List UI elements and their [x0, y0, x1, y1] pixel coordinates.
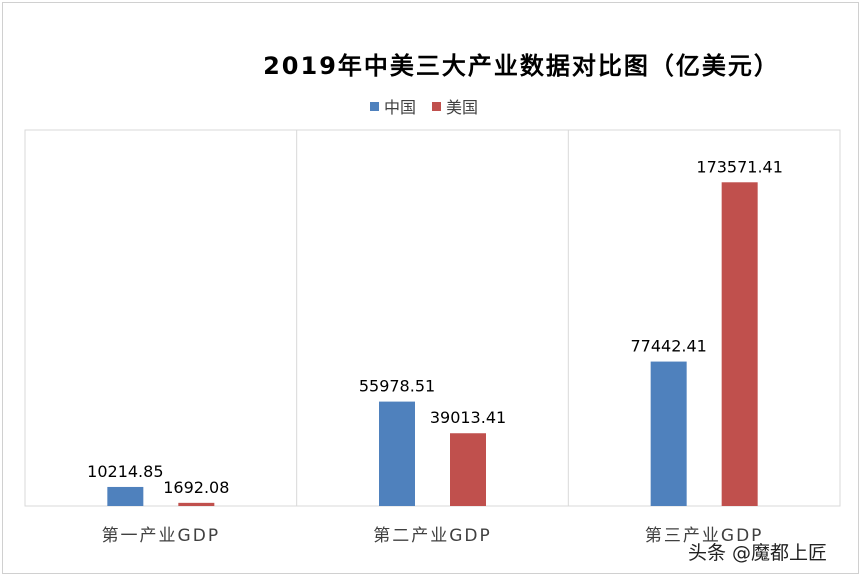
- legend: 中国 美国: [370, 94, 478, 118]
- legend-label: 中国: [384, 98, 417, 117]
- data-label: 77442.41: [630, 337, 706, 356]
- bar-china: [107, 486, 144, 506]
- legend-swatch: [432, 101, 442, 111]
- data-label: 39013.41: [430, 408, 506, 427]
- legend-item-usa: 美国: [432, 94, 478, 118]
- legend-swatch: [370, 101, 379, 111]
- data-label: 173571.41: [696, 157, 783, 176]
- legend-label: 美国: [446, 98, 479, 117]
- x-tick-label: 第二产业GDP: [373, 526, 492, 546]
- data-label: 10214.85: [87, 462, 163, 481]
- bar-usa: [721, 182, 758, 507]
- x-tick-label: 第三产业GDP: [645, 526, 764, 546]
- data-label: 1692.08: [163, 478, 229, 497]
- plot-border: [24, 129, 841, 507]
- bar-usa: [178, 502, 215, 506]
- chart-title: 2019年中美三大产业数据对比图（亿美元）: [263, 52, 780, 80]
- data-label: 55978.51: [359, 377, 435, 396]
- bar-china: [379, 401, 415, 506]
- bar-usa: [450, 433, 486, 506]
- x-tick-label: 第一产业GDP: [102, 526, 221, 546]
- bar-china: [650, 361, 687, 506]
- watermark: 头条 @魔都上匠: [688, 542, 828, 564]
- legend-item-china: 中国: [370, 94, 416, 118]
